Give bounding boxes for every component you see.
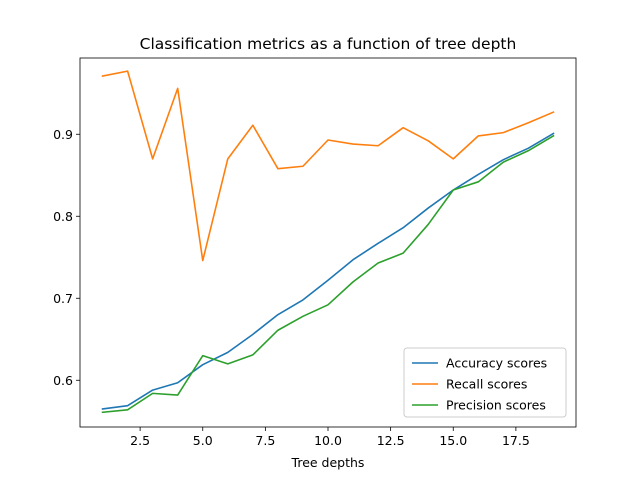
x-tick-label: 15.0	[439, 433, 467, 448]
legend-item[interactable]: Precision scores	[412, 398, 546, 413]
x-tick-label: 12.5	[377, 433, 405, 448]
x-tick-label: 10.0	[314, 433, 342, 448]
y-tick-label: 0.9	[53, 127, 73, 142]
x-tick-label: 7.5	[255, 433, 275, 448]
x-axis: 2.5 5.0 7.5 10.0 12.5 15.0 17.5	[130, 427, 530, 448]
x-tick-label: 5.0	[193, 433, 213, 448]
series-lines	[101, 70, 555, 414]
series-line-accuracy-scores	[101, 132, 555, 410]
y-tick-label: 0.7	[53, 291, 73, 306]
legend-label: Precision scores	[446, 398, 546, 413]
legend[interactable]: Accuracy scores Recall scores Precision sc…	[403, 347, 567, 418]
legend-box	[403, 347, 567, 418]
legend-item[interactable]: Recall scores	[412, 377, 527, 392]
x-tick-label: 2.5	[130, 433, 150, 448]
legend-label: Recall scores	[446, 377, 527, 392]
x-axis-label: Tree depths	[291, 455, 365, 470]
y-axis: 0.6 0.7 0.8 0.9	[53, 127, 80, 388]
series-line-recall-scores	[101, 70, 555, 262]
x-tick-label: 17.5	[502, 433, 530, 448]
legend-item[interactable]: Accuracy scores	[412, 356, 547, 371]
chart-title: Classification metrics as a function of …	[140, 35, 517, 53]
series-line-precision-scores	[101, 134, 555, 414]
y-tick-label: 0.6	[53, 373, 73, 388]
legend-label: Accuracy scores	[446, 356, 547, 371]
y-tick-label: 0.8	[53, 209, 73, 224]
plot-frame	[79, 57, 577, 428]
